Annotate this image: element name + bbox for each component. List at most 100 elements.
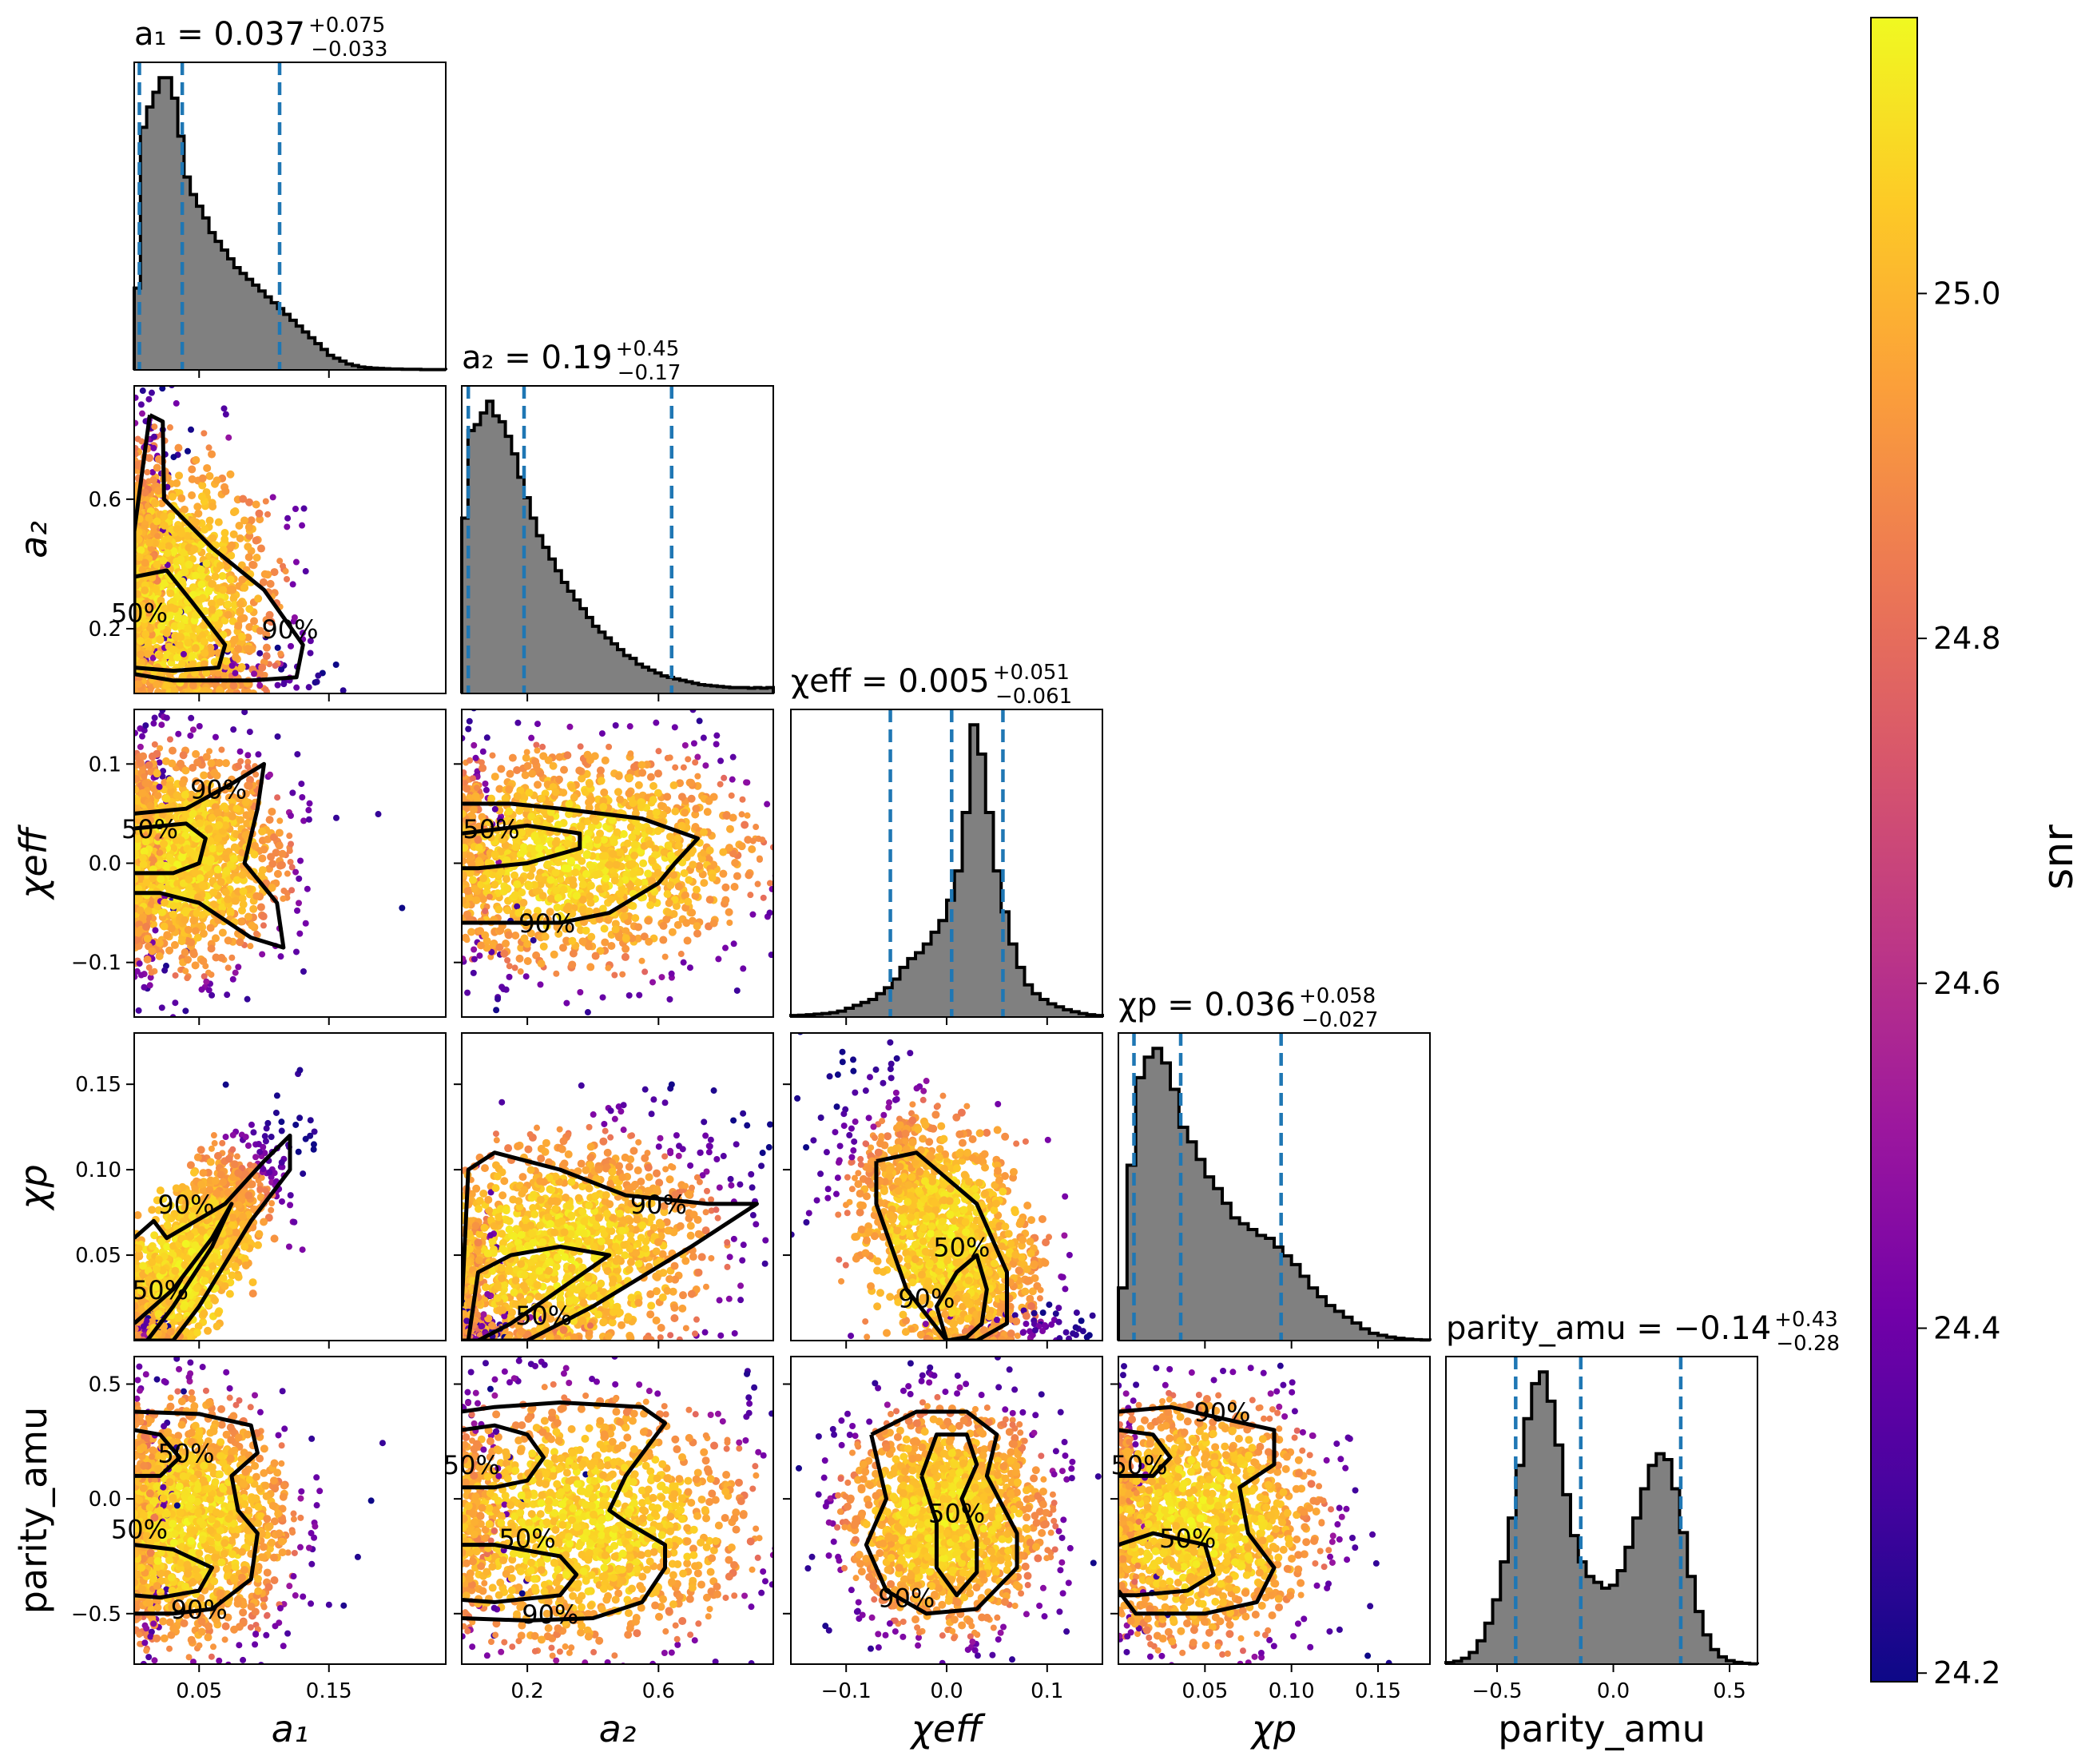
scatter-point: [161, 578, 169, 587]
scatter-point: [299, 630, 306, 637]
scatter-point: [205, 516, 214, 525]
scatter-point: [470, 775, 477, 782]
scatter-point: [585, 842, 594, 851]
scatter-point: [725, 844, 734, 852]
scatter-point: [510, 891, 519, 900]
scatter-point: [515, 954, 524, 963]
scatter-point: [144, 638, 153, 647]
scatter-point: [262, 1138, 269, 1145]
scatter-point: [558, 944, 567, 952]
scatter-point: [229, 681, 238, 690]
scatter-point: [554, 929, 563, 938]
scatter-point: [563, 840, 572, 848]
scatter-point: [467, 757, 474, 764]
scatter-point: [476, 952, 483, 959]
scatter-point: [197, 565, 205, 574]
scatter-point: [184, 688, 193, 693]
scatter-point: [471, 741, 478, 749]
scatter-point: [695, 861, 704, 870]
scatter-point: [766, 880, 773, 887]
scatter-point: [672, 902, 681, 911]
scatter-point: [519, 843, 528, 852]
scatter-point: [145, 395, 153, 403]
scatter-point: [578, 774, 586, 783]
scatter-point: [295, 1148, 302, 1155]
scatter-point: [483, 786, 490, 793]
scatter-point: [246, 776, 255, 785]
scatter-point: [611, 920, 620, 928]
scatter-point: [292, 506, 299, 513]
panel-title-a2: a₂ = 0.19 +0.45 −0.17: [462, 337, 681, 385]
scatter-point: [232, 896, 240, 905]
scatter-point: [669, 870, 678, 879]
scatter-point: [578, 905, 587, 914]
scatter-point: [644, 916, 653, 925]
histogram-parity_amu: [1444, 1356, 1759, 1666]
histogram-chi_p: [1117, 1032, 1432, 1342]
scatter-point: [181, 810, 190, 819]
scatter-point: [534, 781, 542, 789]
scatter-point: [176, 641, 185, 650]
scatter-point: [689, 860, 697, 869]
scatter-point: [668, 970, 675, 977]
scatter-point: [252, 553, 261, 562]
scatter-point: [148, 969, 155, 976]
scatter-point: [274, 794, 281, 801]
scatter-point: [175, 730, 182, 737]
scatter-point: [237, 757, 244, 765]
scatter-point: [483, 734, 490, 741]
scatter-point: [188, 651, 197, 660]
scatter-point: [244, 763, 252, 770]
scatter-point: [224, 895, 232, 904]
scatter-point: [534, 747, 541, 754]
scatter-point: [240, 614, 248, 622]
scatter-point: [216, 844, 224, 853]
scatter-point: [197, 540, 206, 549]
scatter-point: [142, 922, 151, 931]
scatter-point: [256, 903, 265, 912]
scatter-point: [525, 881, 534, 890]
scatter-point: [198, 474, 207, 483]
scatter-point: [149, 469, 157, 476]
scatter-point: [189, 763, 197, 772]
scatter-point: [169, 547, 178, 556]
scatter-point: [582, 835, 591, 844]
scatter-point: [522, 973, 530, 980]
scatter-point: [220, 672, 228, 681]
scatter-point: [134, 535, 143, 544]
scatter-point: [209, 900, 218, 909]
scatter-point: [332, 662, 340, 669]
scatter-point: [523, 908, 532, 917]
scatter-point: [288, 864, 296, 871]
scatter-point: [645, 937, 653, 946]
scatter-point: [165, 534, 173, 543]
scatter-point: [626, 991, 633, 999]
scatter-point: [258, 866, 267, 875]
scatter-point: [523, 957, 532, 966]
scatter-point: [155, 952, 164, 960]
scatter-point: [275, 841, 284, 850]
scatter-point: [244, 553, 253, 562]
scatter-point: [141, 779, 150, 788]
scatter-point: [262, 498, 269, 505]
scatter-point: [691, 892, 700, 900]
scatter-point: [504, 956, 511, 963]
scatter-point: [236, 534, 244, 542]
scatter-point: [733, 987, 741, 994]
scatter-point: [700, 879, 709, 888]
scatter-point: [247, 943, 254, 950]
scatter-point: [152, 927, 159, 934]
scatter-point: [568, 960, 577, 969]
scatter-point: [729, 776, 736, 783]
scatter-point: [653, 827, 662, 836]
scatter-a2-chi_eff: [462, 709, 773, 1016]
scatter-point: [215, 621, 224, 630]
scatter-point: [212, 733, 219, 741]
scatter-point: [139, 854, 148, 863]
scatter-point: [223, 854, 232, 863]
scatter-point: [507, 818, 516, 827]
scatter-point: [220, 534, 229, 543]
scatter-point: [622, 934, 630, 943]
scatter-point: [146, 624, 155, 633]
scatter-point: [154, 487, 163, 495]
